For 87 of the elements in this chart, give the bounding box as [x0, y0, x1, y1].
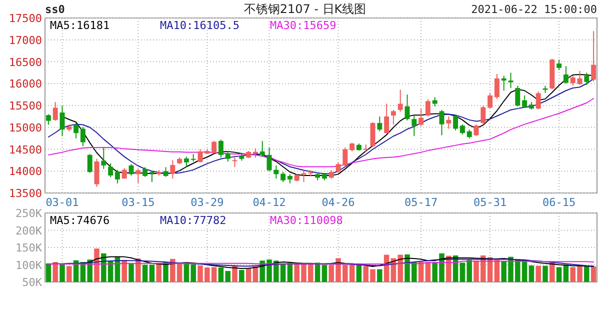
candlestick — [439, 109, 444, 136]
y-tick-label: 14000 — [8, 165, 42, 178]
candlestick — [149, 170, 154, 183]
x-tick-label: 04-12 — [252, 196, 286, 209]
candlestick — [74, 122, 79, 139]
candlestick — [556, 59, 562, 71]
candlestick — [101, 147, 106, 170]
candlestick — [460, 124, 465, 135]
candlestick — [563, 66, 568, 84]
y-tick-label: 15500 — [8, 100, 42, 112]
candlestick — [508, 72, 514, 88]
y-tick-label: 16500 — [8, 56, 42, 69]
x-tick-label: 06-15 — [542, 196, 576, 209]
text: MA30:110098 — [270, 214, 343, 227]
candlestick — [412, 116, 417, 137]
candlestick — [170, 160, 176, 180]
y-tick-label: 14500 — [8, 143, 42, 156]
y-tick-label: 17000 — [8, 34, 42, 47]
chart-title: 不锈钢2107 - 日K线图 — [244, 2, 366, 16]
text: MA5:74676 — [50, 214, 110, 227]
y-tick-label: 16000 — [8, 78, 42, 91]
candlestick — [390, 109, 396, 126]
candlestick — [280, 172, 286, 183]
candlestick — [198, 148, 203, 163]
candlestick — [94, 158, 100, 188]
y-tick-label: 50K — [22, 276, 42, 289]
y-tick-label: 250K — [16, 207, 42, 220]
y-tick-label: 200K — [16, 224, 42, 238]
x-tick-label: 05-31 — [473, 196, 507, 209]
candlestick — [108, 162, 114, 178]
candlestick — [515, 85, 520, 107]
candlestick — [446, 116, 452, 130]
text: MA10:77782 — [160, 214, 226, 227]
y-tick-label: 15000 — [8, 121, 42, 134]
candlestick — [453, 114, 458, 131]
candlestick — [536, 91, 541, 110]
candlestick — [52, 102, 58, 122]
candlestick — [501, 75, 506, 92]
candlestick — [336, 162, 341, 174]
candlestick — [87, 154, 92, 174]
x-tick-label: 03-29 — [190, 196, 224, 209]
candlestick — [136, 168, 141, 184]
candlestick — [522, 94, 528, 108]
x-tick-label: 03-15 — [122, 196, 155, 209]
candlestick — [218, 139, 224, 158]
candlestick — [474, 124, 479, 137]
candlestick — [342, 147, 348, 168]
text: MA5:16181 — [50, 19, 110, 32]
y-tick-label: 150K — [16, 242, 42, 254]
candlestick — [570, 74, 576, 86]
candlestick — [384, 103, 390, 134]
text: MA10:16105.5 — [160, 19, 240, 32]
candlestick — [425, 98, 430, 117]
y-tick-label: 17500 — [8, 12, 42, 25]
candlestick — [46, 114, 51, 126]
candlestick — [370, 122, 376, 148]
candlestick — [80, 126, 86, 147]
text: MA30:15659 — [270, 19, 336, 32]
text: ss0 — [45, 3, 65, 16]
x-tick-label: 04-26 — [322, 196, 355, 209]
candlestick — [480, 105, 486, 126]
y-tick-label: 13500 — [8, 187, 42, 200]
candlestick — [142, 166, 148, 178]
candlestick — [274, 164, 279, 180]
candlestick — [398, 89, 403, 112]
line-series — [48, 258, 594, 267]
x-tick-label: 05-17 — [404, 196, 438, 209]
candlestick — [584, 72, 590, 86]
candlestick — [260, 140, 265, 158]
candlestick — [432, 96, 438, 107]
candlestick — [212, 140, 217, 154]
candlestick — [494, 74, 500, 100]
candlestick — [377, 116, 382, 132]
candlestick — [266, 147, 272, 172]
candlestick — [488, 92, 493, 110]
candlestick — [418, 108, 424, 127]
x-tick-label: 03-01 — [46, 196, 79, 209]
candlestick — [225, 150, 230, 162]
candlestick — [287, 174, 292, 184]
candlestick — [232, 157, 238, 168]
candlestick — [60, 105, 65, 137]
text: 2021-06-22 15:00:00 — [471, 3, 597, 16]
candlestick — [163, 166, 168, 178]
candlestick — [184, 156, 189, 168]
candlestick — [114, 169, 120, 184]
y-tick-label: 100K — [16, 258, 42, 272]
candlestick — [591, 30, 596, 82]
